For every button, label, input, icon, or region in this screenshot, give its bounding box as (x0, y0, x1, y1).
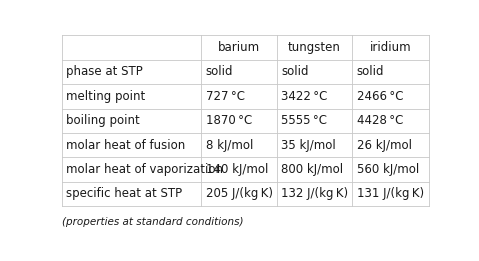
Text: solid: solid (281, 66, 308, 79)
Text: specific heat at STP: specific heat at STP (66, 187, 182, 200)
Text: 727 °C: 727 °C (206, 90, 245, 103)
Text: 26 kJ/mol: 26 kJ/mol (356, 139, 411, 152)
Text: iridium: iridium (370, 41, 411, 54)
Text: phase at STP: phase at STP (66, 66, 143, 79)
Text: melting point: melting point (66, 90, 146, 103)
Text: solid: solid (206, 66, 233, 79)
Text: 132 J/(kg K): 132 J/(kg K) (281, 187, 348, 200)
Text: molar heat of fusion: molar heat of fusion (66, 139, 185, 152)
Text: molar heat of vaporization: molar heat of vaporization (66, 163, 223, 176)
Text: 1870 °C: 1870 °C (206, 114, 252, 127)
Text: 35 kJ/mol: 35 kJ/mol (281, 139, 336, 152)
Text: boiling point: boiling point (66, 114, 140, 127)
Text: solid: solid (356, 66, 384, 79)
Text: 3422 °C: 3422 °C (281, 90, 328, 103)
Text: 5555 °C: 5555 °C (281, 114, 327, 127)
Text: barium: barium (218, 41, 260, 54)
Text: 560 kJ/mol: 560 kJ/mol (356, 163, 419, 176)
Text: 205 J/(kg K): 205 J/(kg K) (206, 187, 273, 200)
Text: (properties at standard conditions): (properties at standard conditions) (62, 217, 243, 227)
Text: 4428 °C: 4428 °C (356, 114, 403, 127)
Text: 2466 °C: 2466 °C (356, 90, 403, 103)
Text: tungsten: tungsten (288, 41, 341, 54)
Text: 8 kJ/mol: 8 kJ/mol (206, 139, 253, 152)
Text: 800 kJ/mol: 800 kJ/mol (281, 163, 343, 176)
Text: 131 J/(kg K): 131 J/(kg K) (356, 187, 423, 200)
Text: 140 kJ/mol: 140 kJ/mol (206, 163, 268, 176)
